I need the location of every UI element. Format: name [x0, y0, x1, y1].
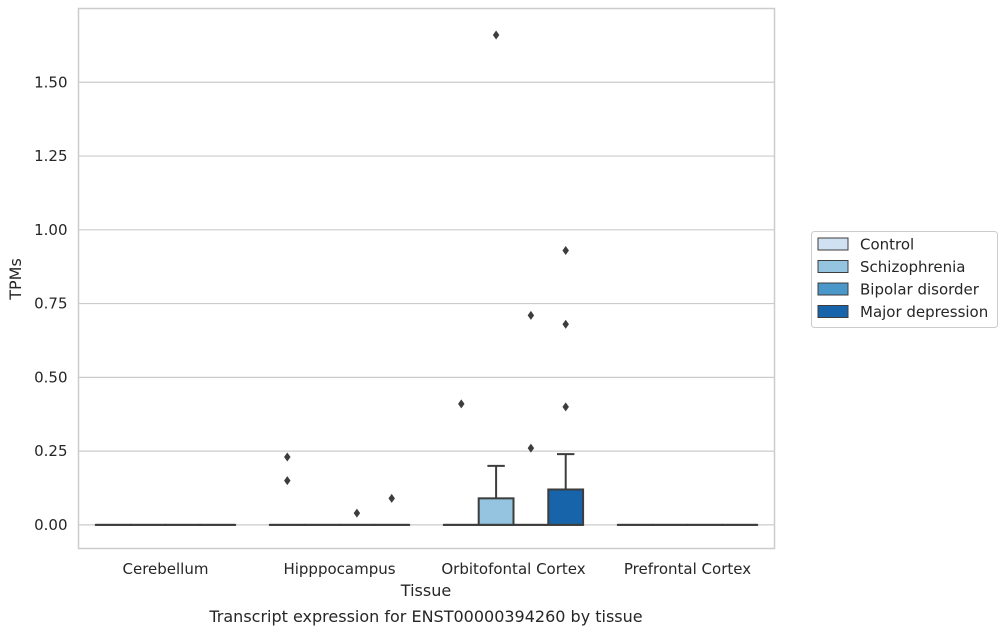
- x-axis-label: Tissue: [400, 581, 451, 600]
- legend-label: Major depression: [860, 303, 988, 321]
- box-body: [477, 497, 515, 526]
- legend-label: Schizophrenia: [860, 258, 965, 276]
- x-tick-label: Prefrontal Cortex: [624, 560, 751, 578]
- y-tick-label: 0.50: [34, 368, 67, 386]
- outlier-point: [562, 319, 569, 329]
- outlier-point: [562, 245, 569, 255]
- y-tick-label: 0.75: [34, 295, 67, 313]
- legend-swatch: [817, 282, 849, 296]
- box-schizophrenia: [477, 464, 515, 526]
- legend-label: Control: [860, 236, 914, 254]
- legend-label: Bipolar disorder: [860, 281, 980, 299]
- y-tick-labels: 0.00 0.25 0.50 0.75 1.00 1.25 1.50: [34, 73, 67, 534]
- gridlines: [78, 81, 775, 526]
- chart-title: Transcript expression for ENST0000039426…: [208, 607, 642, 626]
- outlier-point: [562, 402, 569, 412]
- y-tick-label: 1.50: [34, 73, 67, 91]
- legend-frame: [811, 231, 998, 328]
- outlier-point: [527, 310, 535, 320]
- box-major-depression: [547, 453, 585, 526]
- legend: Control Schizophrenia Bipolar disorder Majo…: [811, 231, 998, 328]
- x-tick-label: Cerebellum: [123, 560, 209, 578]
- outlier-point: [284, 476, 291, 486]
- boxes: [94, 453, 759, 526]
- y-tick-label: 0.00: [34, 516, 67, 534]
- outlier-point: [284, 452, 291, 462]
- legend-swatch: [817, 305, 849, 318]
- plot-frame: [77, 7, 776, 550]
- y-tick-label: 1.00: [34, 221, 67, 239]
- y-axis-label: TPMs: [6, 258, 25, 301]
- outlier-point: [492, 30, 500, 40]
- outlier-point: [458, 399, 465, 409]
- legend-swatch: [817, 260, 849, 273]
- outlier-point: [527, 443, 535, 453]
- outliers: [284, 30, 569, 518]
- box-body: [547, 488, 585, 526]
- outlier-point: [353, 508, 361, 518]
- x-tick-label: Hipppocampus: [283, 560, 395, 578]
- outlier-point: [388, 493, 395, 503]
- legend-swatch: [817, 237, 849, 251]
- y-tick-label: 0.25: [34, 442, 67, 460]
- x-tick-labels: Cerebellum Hipppocampus Orbitofontal Corte…: [123, 560, 752, 578]
- x-tick-label: Orbitofontal Cortex: [441, 560, 585, 578]
- y-tick-label: 1.25: [34, 147, 67, 165]
